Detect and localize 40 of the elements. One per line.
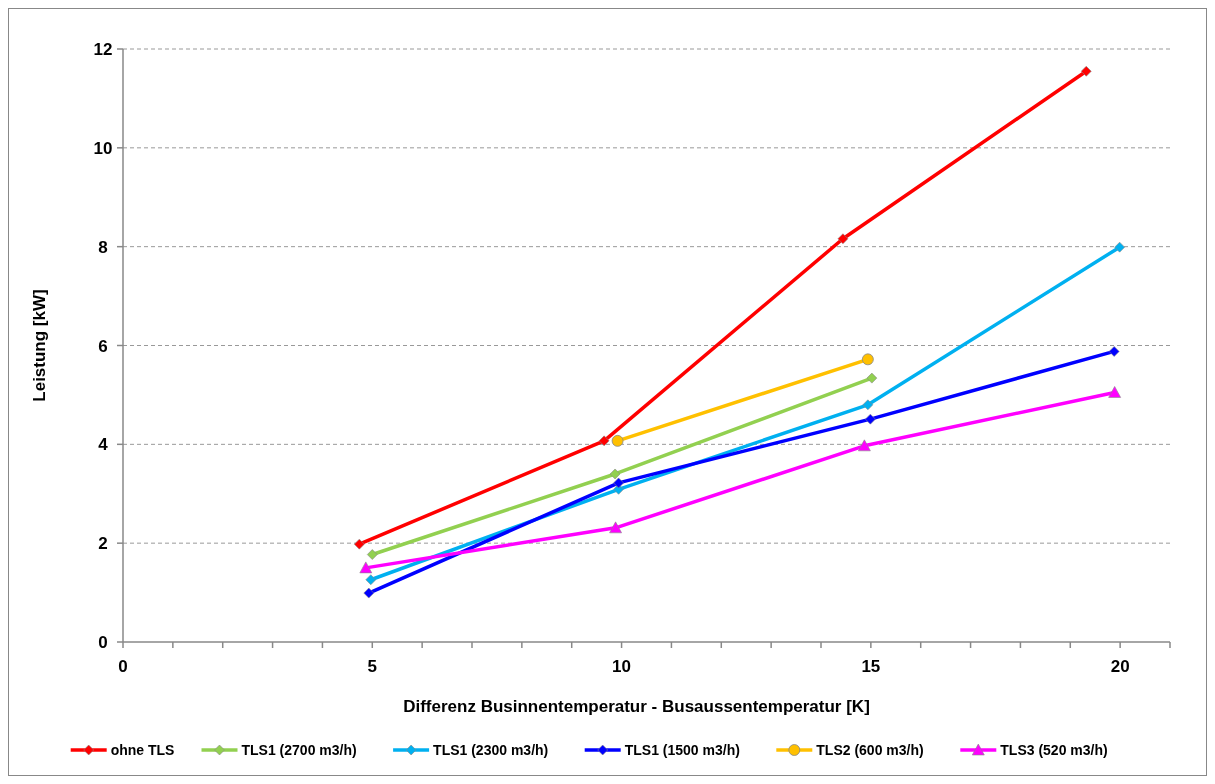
point: [609, 521, 622, 534]
y-tick-label: 4: [98, 435, 109, 455]
point: [366, 549, 378, 560]
x-tick-label: 10: [612, 657, 632, 676]
legend-label: TLS3 (520 m3/h): [1000, 742, 1108, 758]
x-tick-label: 20: [1110, 657, 1130, 676]
legend-label: TLS1 (2300 m3/h): [433, 742, 549, 758]
y-tick-label: 10: [93, 138, 113, 158]
y-tick-label: 8: [98, 237, 108, 257]
point: [861, 353, 874, 366]
y-tick-label: 12: [93, 40, 113, 59]
legend-label: TLS1 (1500 m3/h): [624, 742, 740, 758]
point: [598, 435, 610, 447]
point: [866, 372, 878, 384]
point: [359, 561, 373, 574]
x-axis-title: Differenz Businnentemperatur - Busaussentemperatur [K]: [403, 697, 870, 716]
point: [613, 477, 624, 489]
x-tick-label: 5: [367, 657, 378, 676]
point: [1114, 241, 1125, 253]
point: [365, 574, 377, 586]
point: [611, 434, 624, 447]
point: [609, 468, 621, 480]
point: [858, 439, 871, 452]
point: [1108, 346, 1120, 357]
point: [1108, 386, 1121, 398]
legend-label: ohne TLS: [110, 742, 175, 758]
x-tick-label: 0: [118, 657, 128, 676]
y-tick-label: 6: [98, 336, 108, 356]
point: [363, 587, 375, 599]
point: [865, 413, 876, 425]
point: [837, 233, 849, 245]
y-tick-label: 0: [98, 633, 108, 652]
point: [1080, 65, 1092, 77]
point: [354, 538, 365, 550]
point: [862, 399, 874, 411]
x-tick-label: 15: [861, 657, 881, 676]
legend-label: TLS1 (2700 m3/h): [241, 742, 357, 758]
y-tick-label: 2: [98, 534, 108, 554]
legend-label: TLS2 (600 m3/h): [816, 742, 924, 758]
y-axis-title: Leistung [kW]: [30, 289, 49, 402]
